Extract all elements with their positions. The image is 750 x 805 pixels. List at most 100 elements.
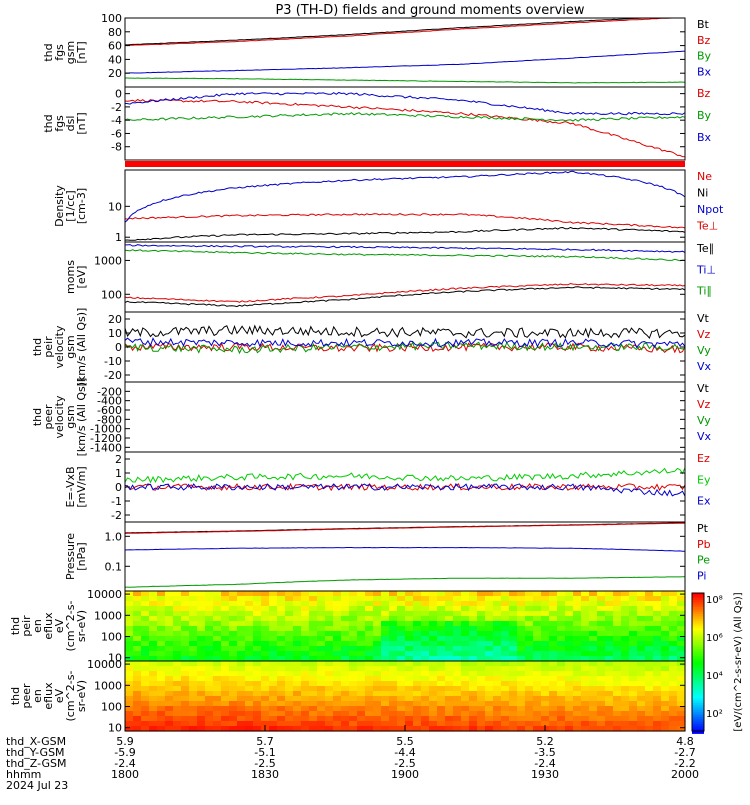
y-axis-label: [1/cc] (64, 190, 77, 221)
heatmap-cell (525, 601, 534, 607)
heatmap-cell (669, 696, 678, 702)
heatmap-cell (133, 646, 142, 652)
heatmap-cell (245, 716, 254, 722)
heatmap-cell (669, 716, 678, 722)
heatmap-cell (245, 591, 254, 597)
heatmap-cell (173, 606, 182, 612)
heatmap-cell (165, 721, 174, 727)
heatmap-cell (429, 631, 438, 637)
heatmap-cell (349, 721, 358, 727)
heatmap-cell (309, 726, 318, 732)
y-axis-label: (cm^2-s- (64, 671, 77, 722)
heatmap-cell (669, 681, 678, 687)
y-tick-label: -600 (97, 404, 122, 417)
heatmap-cell (349, 596, 358, 602)
heatmap-cell (397, 696, 406, 702)
heatmap-cell (445, 626, 454, 632)
heatmap-cell (421, 631, 430, 637)
heatmap-cell (517, 651, 526, 657)
heatmap-cell (205, 626, 214, 632)
y-tick-label: -2 (111, 101, 122, 114)
x-row-value: -4.4 (394, 746, 415, 759)
heatmap-cell (365, 626, 374, 632)
heatmap-cell (149, 661, 158, 667)
heatmap-cell (605, 696, 614, 702)
heatmap-cell (309, 686, 318, 692)
heatmap-cell (253, 711, 262, 717)
heatmap-cell (285, 631, 294, 637)
heatmap-cell (661, 671, 670, 677)
heatmap-cell (173, 681, 182, 687)
x-row-value: -3.5 (534, 746, 555, 759)
heatmap-cell (605, 721, 614, 727)
heatmap-cell (677, 676, 686, 682)
heatmap-cell (357, 681, 366, 687)
heatmap-cell (269, 596, 278, 602)
heatmap-cell (125, 706, 134, 712)
heatmap-cell (221, 631, 230, 637)
heatmap-cell (597, 626, 606, 632)
heatmap-cell (333, 596, 342, 602)
heatmap-cell (149, 686, 158, 692)
heatmap-cell (477, 691, 486, 697)
heatmap-cell (485, 691, 494, 697)
heatmap-cell (437, 656, 446, 662)
heatmap-cell (589, 721, 598, 727)
legend-label-Bz: Bz (697, 34, 711, 47)
heatmap-cell (573, 696, 582, 702)
heatmap-cell (349, 651, 358, 657)
heatmap-cell (413, 636, 422, 642)
heatmap-cell (205, 666, 214, 672)
y-axis-label: thd (31, 338, 44, 356)
heatmap-cell (557, 661, 566, 667)
heatmap-cell (189, 591, 198, 597)
heatmap-cell (565, 726, 574, 732)
heatmap-cell (501, 656, 510, 662)
heatmap-cell (525, 651, 534, 657)
colorbar-swatch (692, 681, 704, 685)
colorbar-swatch (692, 698, 704, 702)
heatmap-cell (429, 711, 438, 717)
panel-frame (124, 17, 686, 88)
heatmap-cell (389, 651, 398, 657)
heatmap-cell (405, 681, 414, 687)
heatmap-cell (517, 601, 526, 607)
y-tick-label: -1200 (90, 432, 122, 445)
heatmap-cell (517, 621, 526, 627)
heatmap-cell (133, 591, 142, 597)
heatmap-cell (645, 646, 654, 652)
heatmap-cell (237, 626, 246, 632)
heatmap-cell (365, 681, 374, 687)
heatmap-cell (485, 721, 494, 727)
legend-label-Ex: Ex (697, 495, 711, 508)
heatmap-cell (381, 591, 390, 597)
heatmap-cell (205, 611, 214, 617)
heatmap-cell (573, 726, 582, 732)
heatmap-cell (205, 691, 214, 697)
heatmap-cell (373, 641, 382, 647)
heatmap-cell (637, 721, 646, 727)
y-axis-label: eflux (42, 612, 55, 640)
colorbar-swatch (692, 721, 704, 725)
heatmap-cell (237, 591, 246, 597)
heatmap-cell (301, 701, 310, 707)
heatmap-cell (645, 686, 654, 692)
heatmap-cell (621, 691, 630, 697)
heatmap-cell (269, 626, 278, 632)
heatmap-cell (309, 671, 318, 677)
x-row-label: hhmm (6, 768, 41, 781)
heatmap-cell (485, 651, 494, 657)
heatmap-cell (269, 661, 278, 667)
heatmap-cell (445, 616, 454, 622)
heatmap-cell (309, 631, 318, 637)
heatmap-cell (365, 706, 374, 712)
heatmap-cell (429, 671, 438, 677)
heatmap-cell (141, 636, 150, 642)
heatmap-cell (437, 621, 446, 627)
heatmap-cell (421, 596, 430, 602)
heatmap-cell (381, 706, 390, 712)
heatmap-cell (501, 606, 510, 612)
heatmap-cell (405, 701, 414, 707)
heatmap-cell (341, 601, 350, 607)
y-tick-label: 0 (115, 481, 122, 494)
